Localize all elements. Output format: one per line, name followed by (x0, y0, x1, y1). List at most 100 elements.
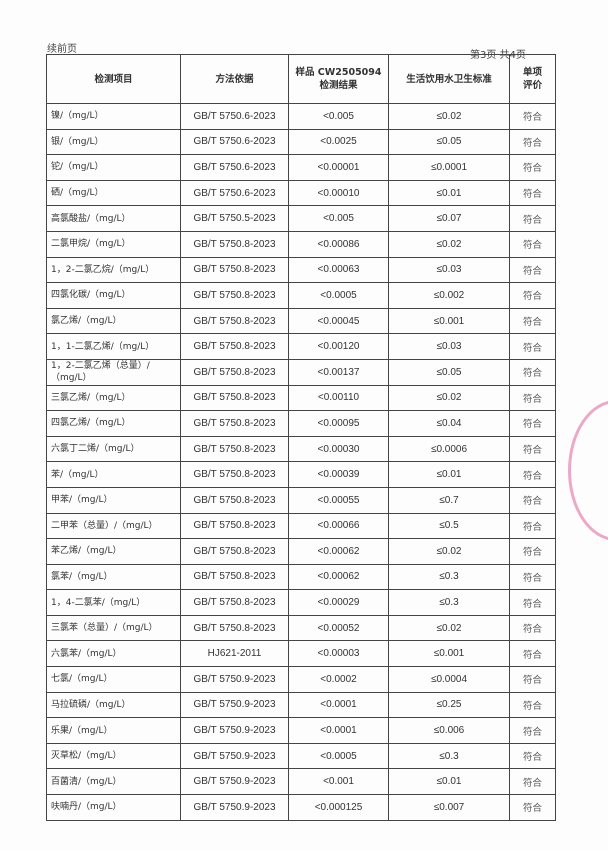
cell-method: GB/T 5750.8-2023 (180, 358, 289, 386)
cell-result: <0.00062 (288, 563, 389, 591)
cell-evaluation: 符合 (509, 538, 556, 565)
cell-standard: ≤0.7 (388, 486, 510, 514)
table-row: 镍/（mg/L） GB/T 5750.6-2023 <0.005 ≤0.02 符合 (46, 103, 556, 130)
cell-result: <0.00055 (288, 486, 389, 514)
header-item: 检测项目 (46, 54, 181, 104)
table-row: 1，1-二氯乙烯/（mg/L） GB/T 5750.8-2023 <0.00120 ≤… (46, 333, 556, 360)
cell-result: <0.00120 (288, 333, 389, 360)
cell-evaluation: 符合 (509, 640, 556, 668)
cell-item: 二氯甲烷/（mg/L） (46, 230, 181, 258)
cell-method: GB/T 5750.8-2023 (180, 512, 289, 540)
cell-method: GB/T 5750.9-2023 (180, 742, 289, 770)
table-row: 七氯/（mg/L） GB/T 5750.9-2023 <0.0002 ≤0.0004 符… (46, 666, 556, 693)
cell-item: 七氯/（mg/L） (46, 666, 181, 693)
cell-result: <0.00086 (288, 230, 389, 258)
table-row: 三氯苯（总量）/（mg/L） GB/T 5750.8-2023 <0.00052 ≤0… (46, 614, 556, 642)
cell-evaluation: 符合 (509, 384, 556, 412)
cell-evaluation: 符合 (509, 128, 556, 156)
cell-item: 六氯丁二烯/（mg/L） (46, 435, 181, 463)
cell-evaluation: 符合 (509, 717, 556, 744)
cell-standard: ≤0.0006 (388, 435, 510, 463)
cell-item: 1，4-二氯苯/（mg/L） (46, 589, 181, 616)
table-row: 甲苯/（mg/L） GB/T 5750.8-2023 <0.00055 ≤0.7 符合 (46, 486, 556, 514)
cell-result: <0.0005 (288, 742, 389, 770)
cell-evaluation: 符合 (509, 691, 556, 719)
cell-method: GB/T 5750.6-2023 (180, 103, 289, 130)
cell-method: GB/T 5750.9-2023 (180, 717, 289, 744)
cell-item: 二甲苯（总量）/（mg/L） (46, 512, 181, 540)
cell-result: <0.0005 (288, 282, 389, 309)
cell-result: <0.00045 (288, 307, 389, 335)
cell-evaluation: 符合 (509, 230, 556, 258)
cell-result: <0.00003 (288, 640, 389, 668)
cell-standard: ≤0.04 (388, 410, 510, 437)
cell-method: GB/T 5750.8-2023 (180, 256, 289, 284)
cell-standard: ≤0.3 (388, 589, 510, 616)
cell-result: <0.00030 (288, 435, 389, 463)
header-method: 方法依据 (180, 54, 289, 104)
cell-standard: ≤0.03 (388, 256, 510, 284)
cell-evaluation: 符合 (509, 461, 556, 488)
cell-item: 苯乙烯/（mg/L） (46, 538, 181, 565)
header-result: 样品 CW2505094 检测结果 (288, 54, 389, 104)
cell-method: GB/T 5750.8-2023 (180, 282, 289, 309)
cell-result: <0.005 (288, 205, 389, 232)
cell-evaluation: 符合 (509, 768, 556, 796)
table-row: 1，2-二氯乙烷/（mg/L） GB/T 5750.8-2023 <0.00063 ≤… (46, 256, 556, 284)
table-row: 硒/（mg/L） GB/T 5750.6-2023 <0.00010 ≤0.01 符合 (46, 179, 556, 207)
cell-evaluation: 符合 (509, 589, 556, 616)
cell-result: <0.00110 (288, 384, 389, 412)
cell-standard: ≤0.05 (388, 128, 510, 156)
cell-standard: ≤0.007 (388, 794, 510, 821)
cell-item: 四氯乙烯/（mg/L） (46, 410, 181, 437)
cell-standard: ≤0.01 (388, 179, 510, 207)
cell-item: 三氯乙烯/（mg/L） (46, 384, 181, 412)
table-header: 检测项目 方法依据 样品 CW2505094 检测结果 生活饮用水卫生标准 单项… (46, 54, 556, 104)
cell-method: GB/T 5750.9-2023 (180, 768, 289, 796)
cell-method: GB/T 5750.8-2023 (180, 538, 289, 565)
table-row: 灭草松/（mg/L） GB/T 5750.9-2023 <0.0005 ≤0.3 符合 (46, 742, 556, 770)
cell-evaluation: 符合 (509, 358, 556, 386)
cell-evaluation: 符合 (509, 563, 556, 591)
cell-method: GB/T 5750.8-2023 (180, 486, 289, 514)
cell-result: <0.00062 (288, 538, 389, 565)
cell-evaluation: 符合 (509, 742, 556, 770)
cell-item: 三氯苯（总量）/（mg/L） (46, 614, 181, 642)
cell-method: GB/T 5750.8-2023 (180, 614, 289, 642)
cell-standard: ≤0.02 (388, 384, 510, 412)
cell-standard: ≤0.25 (388, 691, 510, 719)
table-row: 六氯苯/（mg/L） HJ621-2011 <0.00003 ≤0.001 符合 (46, 640, 556, 668)
cell-item: 苯/（mg/L） (46, 461, 181, 488)
cell-method: HJ621-2011 (180, 640, 289, 668)
cell-standard: ≤0.05 (388, 358, 510, 386)
official-stamp (568, 400, 608, 541)
cell-method: GB/T 5750.8-2023 (180, 461, 289, 488)
table-row: 银/（mg/L） GB/T 5750.6-2023 <0.0025 ≤0.05 符合 (46, 128, 556, 156)
cell-standard: ≤0.002 (388, 282, 510, 309)
cell-evaluation: 符合 (509, 512, 556, 540)
cell-standard: ≤0.006 (388, 717, 510, 744)
cell-evaluation: 符合 (509, 794, 556, 821)
cell-method: GB/T 5750.6-2023 (180, 128, 289, 156)
cell-evaluation: 符合 (509, 179, 556, 207)
table-row: 乐果/（mg/L） GB/T 5750.9-2023 <0.0001 ≤0.006 符合 (46, 717, 556, 744)
table-row: 三氯乙烯/（mg/L） GB/T 5750.8-2023 <0.00110 ≤0.02… (46, 384, 556, 412)
table-row: 四氯乙烯/（mg/L） GB/T 5750.8-2023 <0.00095 ≤0.04… (46, 410, 556, 437)
cell-standard: ≤0.01 (388, 461, 510, 488)
cell-result: <0.00029 (288, 589, 389, 616)
cell-result: <0.00137 (288, 358, 389, 386)
cell-item: 铊/（mg/L） (46, 154, 181, 181)
table-row: 1，4-二氯苯/（mg/L） GB/T 5750.8-2023 <0.00029 ≤0… (46, 589, 556, 616)
cell-evaluation: 符合 (509, 154, 556, 181)
cell-result: <0.00039 (288, 461, 389, 488)
table-row: 百菌清/（mg/L） GB/T 5750.9-2023 <0.001 ≤0.01 符合 (46, 768, 556, 796)
table-row: 高氯酸盐/（mg/L） GB/T 5750.5-2023 <0.005 ≤0.07 符合 (46, 205, 556, 232)
cell-standard: ≤0.3 (388, 742, 510, 770)
cell-method: GB/T 5750.8-2023 (180, 230, 289, 258)
cell-result: <0.00010 (288, 179, 389, 207)
table-row: 苯/（mg/L） GB/T 5750.8-2023 <0.00039 ≤0.01 符合 (46, 461, 556, 488)
cell-item: 1，2-二氯乙烷/（mg/L） (46, 256, 181, 284)
cell-item: 银/（mg/L） (46, 128, 181, 156)
cell-method: GB/T 5750.8-2023 (180, 384, 289, 412)
table-row: 氯乙烯/（mg/L） GB/T 5750.8-2023 <0.00045 ≤0.001… (46, 307, 556, 335)
